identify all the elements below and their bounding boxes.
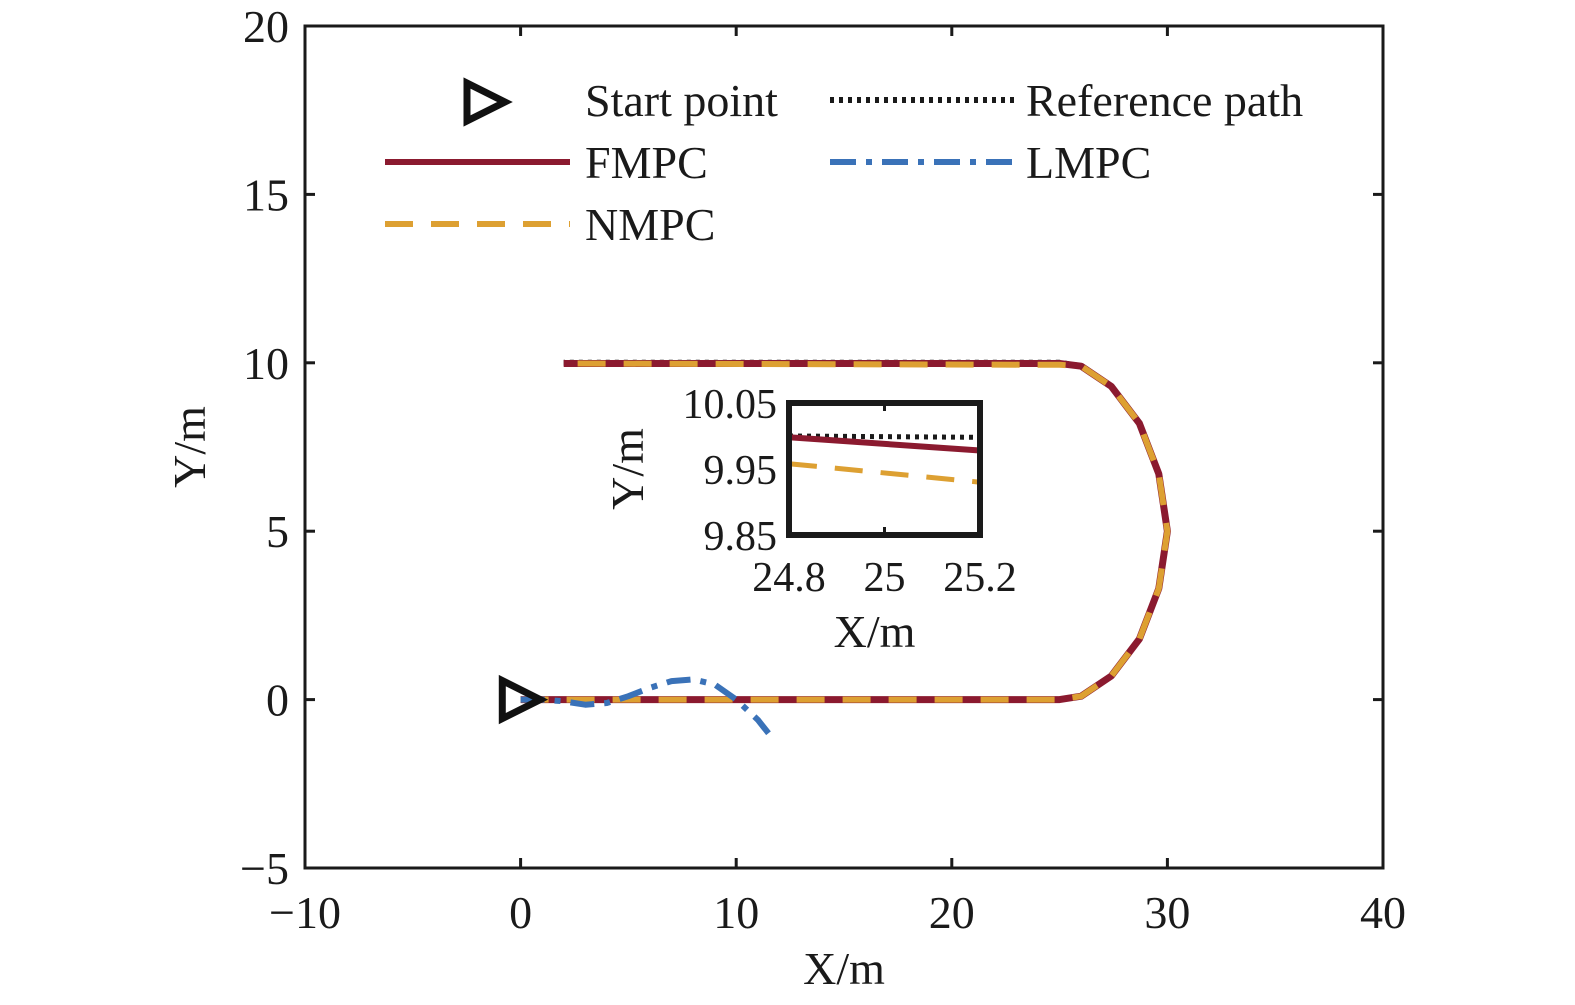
plot-area [498,359,1171,736]
x-tick-label: −10 [269,887,341,938]
inset-y-axis-label: Y/m [602,428,653,510]
inset-x-tick-label: 24.8 [752,555,826,601]
inset-plot: 24.8 25 25.2 9.85 9.95 10.05 X/m Y/m [602,382,1017,657]
start-point-marker [498,674,549,725]
x-tick-label: 30 [1144,887,1190,938]
legend-start-point-marker [463,77,513,127]
x-tick-label: 40 [1360,887,1406,938]
inset-series-line-nmpc [788,461,981,485]
series-line-nmpc [520,360,1171,703]
x-tick-label: 20 [929,887,975,938]
main-axes-frame [303,24,1385,870]
y-tick-label: 0 [266,675,289,726]
y-tick-label: 20 [243,1,289,52]
legend-label-nmpc: NMPC [585,199,715,250]
inset-y-tick-label: 10.05 [683,382,778,428]
y-axis-label: Y/m [164,406,215,488]
main-axes: −10 0 10 20 30 40 −5 0 5 10 15 20 X/m Y/m [164,1,1406,994]
x-axis-label: X/m [803,943,885,994]
y-tick-label: 10 [243,338,289,389]
inset-background [789,403,980,535]
legend-label-start-point: Start point [585,75,778,126]
legend-label-reference-path: Reference path [1026,75,1303,126]
y-tick-label: −5 [240,843,289,894]
y-tick-label: 15 [243,169,289,220]
legend-label-lmpc: LMPC [1026,137,1151,188]
series-line-lmpc [520,676,771,736]
x-tick-label: 10 [713,887,759,938]
legend-label-fmpc: FMPC [585,137,708,188]
inset-x-axis-label: X/m [834,606,916,657]
inset-y-tick-label: 9.95 [704,448,778,494]
inset-x-tick-label: 25 [864,555,906,601]
y-tick-label: 5 [266,506,289,557]
inset-x-tick-label: 25.2 [943,555,1017,601]
inset-series-line-fmpc [788,434,981,454]
legend: Start point Reference path FMPC LMPC NMP… [385,75,1303,250]
inset-y-tick-label: 9.85 [704,514,778,560]
x-tick-label: 0 [509,887,532,938]
